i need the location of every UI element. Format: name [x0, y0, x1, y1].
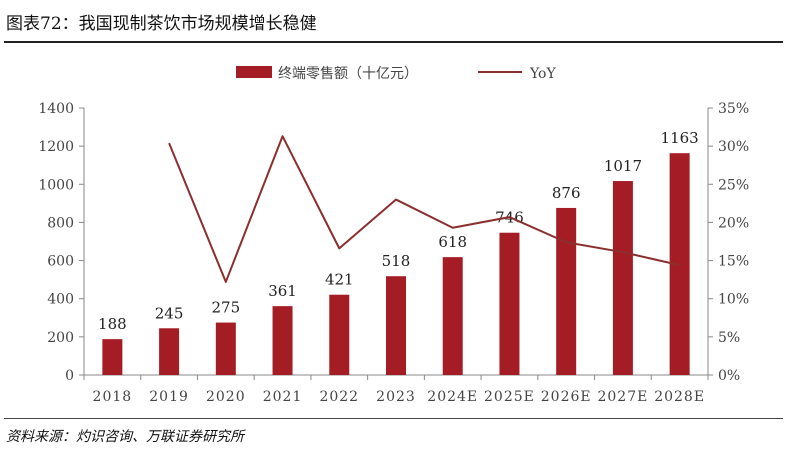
bar-value-label: 421: [325, 271, 354, 289]
left-tick-label: 800: [47, 215, 74, 231]
title-rule: [4, 41, 783, 43]
x-tick-label: 2023: [376, 389, 416, 405]
right-tick-label: 10%: [718, 292, 749, 308]
bar-value-label: 618: [438, 233, 467, 251]
left-tick-label: 1200: [38, 139, 74, 155]
bar: [272, 306, 293, 375]
bar: [556, 207, 577, 375]
x-tick-label: 2028E: [654, 389, 705, 405]
left-tick-label: 1000: [38, 177, 74, 193]
bar-value-label: 361: [268, 282, 297, 300]
legend: 终端零售额（十亿元） YoY: [236, 66, 556, 82]
left-tick-label: 1400: [38, 101, 74, 117]
right-tick-label: 20%: [718, 215, 749, 231]
source-rule: [4, 418, 783, 419]
legend-bar-swatch: [236, 66, 272, 78]
bar: [215, 322, 236, 375]
x-tick-label: 2025E: [484, 389, 535, 405]
bar: [442, 257, 463, 375]
bar-value-label: 245: [155, 304, 184, 322]
bar-value-label: 275: [211, 299, 240, 317]
bar-value-label: 1017: [604, 157, 642, 175]
bar: [669, 153, 690, 375]
x-tick-label: 2022: [319, 389, 359, 405]
bar: [386, 276, 406, 375]
x-axis: 2018 2019 2020 2021 2022 2023 2024E 2025E 2026E 2…: [83, 374, 709, 405]
right-tick-label: 30%: [718, 139, 749, 155]
yoy-line: [168, 135, 680, 283]
bar-value-label: 1163: [661, 129, 699, 147]
legend-bar-label: 终端零售额（十亿元）: [278, 66, 418, 82]
left-tick-label: 600: [47, 254, 74, 270]
bar: [102, 339, 123, 375]
bar-series: [102, 153, 690, 375]
x-tick-label: 2018: [93, 389, 133, 405]
bar: [612, 181, 633, 375]
legend-line-label: YoY: [529, 66, 556, 82]
left-tick-label: 0: [65, 368, 74, 384]
bar-value-label: 876: [552, 184, 581, 202]
x-tick-label: 2024E: [427, 389, 478, 405]
left-axis: 0 200 400 600 800 1000 1200 1400: [38, 101, 85, 384]
x-tick-label: 2020: [206, 389, 246, 405]
x-tick-label: 2021: [263, 389, 303, 405]
right-axis: 0% 5% 10% 15% 20% 25% 30% 35%: [707, 101, 749, 384]
right-tick-label: 25%: [718, 177, 749, 193]
x-tick-label: 2019: [149, 389, 189, 405]
left-tick-label: 200: [47, 330, 74, 346]
right-tick-label: 5%: [718, 330, 740, 346]
bar: [329, 294, 350, 375]
bar-value-label: 518: [382, 252, 411, 270]
bar: [499, 232, 520, 375]
source-note: 资料来源：灼识咨询、万联证券研究所: [6, 429, 244, 445]
left-tick-label: 400: [47, 292, 74, 308]
figure-title: 图表72：我国现制茶饮市场规模增长稳健: [6, 14, 317, 34]
right-tick-label: 0%: [718, 368, 740, 384]
bar: [159, 328, 180, 375]
bar-value-label: 188: [98, 315, 127, 333]
right-tick-label: 35%: [718, 101, 749, 117]
yoy-series: [168, 135, 680, 283]
right-tick-label: 15%: [718, 254, 749, 270]
x-tick-label: 2027E: [597, 389, 648, 405]
x-tick-label: 2026E: [541, 389, 592, 405]
